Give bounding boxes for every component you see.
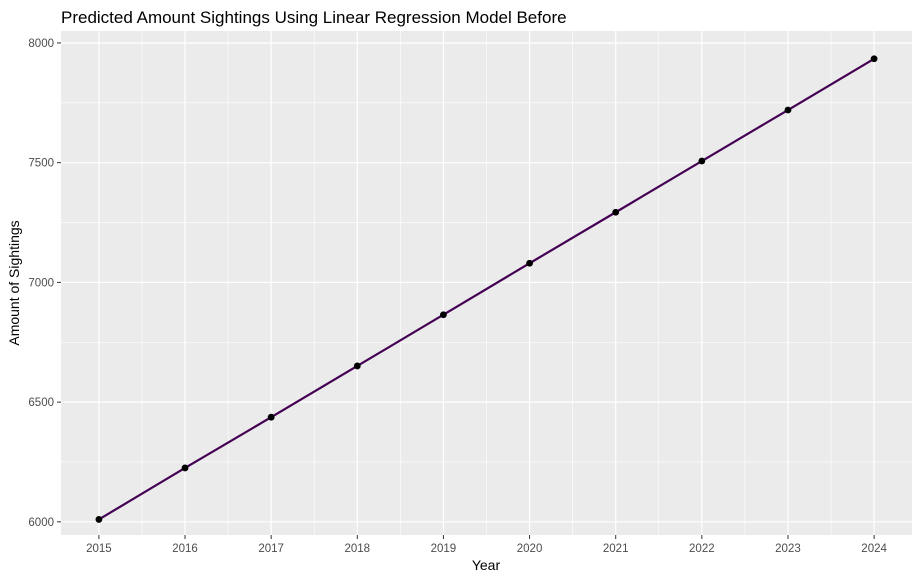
series-group [95, 55, 878, 523]
data-point [526, 259, 533, 267]
major-gridlines [61, 31, 912, 535]
x-tick-label: 2021 [603, 543, 629, 555]
data-point [353, 362, 361, 370]
y-tick-label: 7000 [28, 277, 54, 289]
data-point [440, 311, 447, 319]
x-tick-label: 2015 [86, 543, 112, 555]
data-point [181, 464, 189, 472]
x-tick-label: 2018 [345, 543, 371, 555]
x-tick-label: 2016 [172, 543, 198, 555]
y-tick-label: 7500 [28, 158, 54, 170]
x-tick-label: 2024 [861, 543, 887, 555]
x-tick-label: 2020 [517, 543, 543, 555]
x-tick-label: 2023 [775, 543, 801, 555]
y-tick-label: 6500 [28, 397, 54, 409]
y-tick-label: 6000 [28, 517, 54, 529]
data-point [698, 157, 706, 165]
x-axis: 2015 2016 2017 2018 2019 2020 2021 2022 2023 2024 [86, 535, 887, 555]
y-tick-label: 8000 [28, 38, 54, 50]
x-tick-label: 2019 [431, 543, 457, 555]
data-point [870, 55, 878, 63]
chart-title: Predicted Amount Sightings Using Linear … [61, 8, 567, 27]
x-axis-label: Year [472, 557, 501, 573]
data-point [95, 516, 103, 523]
x-tick-label: 2022 [689, 543, 715, 555]
series-line [98, 57, 875, 521]
y-axis: 6000 6500 7000 7500 8000 [28, 38, 61, 529]
data-point [267, 413, 275, 421]
data-point [784, 106, 792, 114]
x-tick-label: 2017 [258, 543, 284, 555]
data-point [612, 208, 620, 216]
y-axis-label: Amount of Sightings [6, 220, 22, 345]
